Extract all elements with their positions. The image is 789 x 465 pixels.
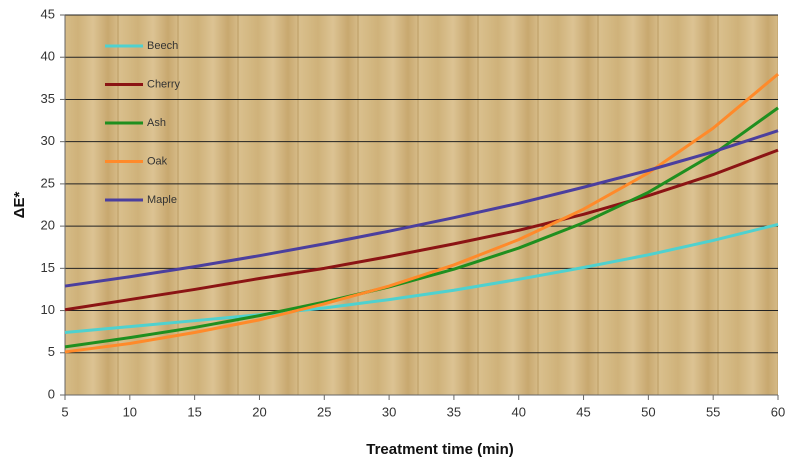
series-line xyxy=(64,148,779,312)
series-line xyxy=(64,222,779,335)
x-tick-label: 40 xyxy=(511,404,525,419)
y-tick-label: 45 xyxy=(41,6,55,21)
x-tick-label: 45 xyxy=(576,404,590,419)
x-axis-label: Treatment time (min) xyxy=(366,441,514,458)
plot-background xyxy=(65,15,778,395)
x-tick-label: 50 xyxy=(641,404,655,419)
x-tick-label: 30 xyxy=(382,404,396,419)
series-line xyxy=(64,129,779,288)
x-tick-label: 25 xyxy=(317,404,331,419)
series-line xyxy=(64,106,779,349)
y-axis-label: ΔE* xyxy=(11,192,28,219)
x-tick-label: 5 xyxy=(61,404,68,419)
x-tick-label: 55 xyxy=(706,404,720,419)
x-tick-label: 20 xyxy=(252,404,266,419)
y-tick-label: 35 xyxy=(41,91,55,106)
y-tick-label: 0 xyxy=(48,386,55,401)
legend-label: Maple xyxy=(147,194,177,206)
legend-label: Cherry xyxy=(147,78,181,90)
x-tick-label: 35 xyxy=(447,404,461,419)
y-tick-label: 10 xyxy=(41,302,55,317)
legend-label: Oak xyxy=(147,155,168,167)
x-tick-label: 60 xyxy=(771,404,785,419)
x-tick-label: 10 xyxy=(123,404,137,419)
y-tick-label: 30 xyxy=(41,133,55,148)
legend-label: Ash xyxy=(147,117,166,129)
series-line xyxy=(64,72,779,354)
y-tick-label: 20 xyxy=(41,218,55,233)
y-tick-label: 40 xyxy=(41,49,55,64)
x-tick-label: 15 xyxy=(187,404,201,419)
y-tick-label: 5 xyxy=(48,344,55,359)
y-tick-label: 15 xyxy=(41,260,55,275)
y-tick-label: 25 xyxy=(41,175,55,190)
legend-label: Beech xyxy=(147,40,178,52)
